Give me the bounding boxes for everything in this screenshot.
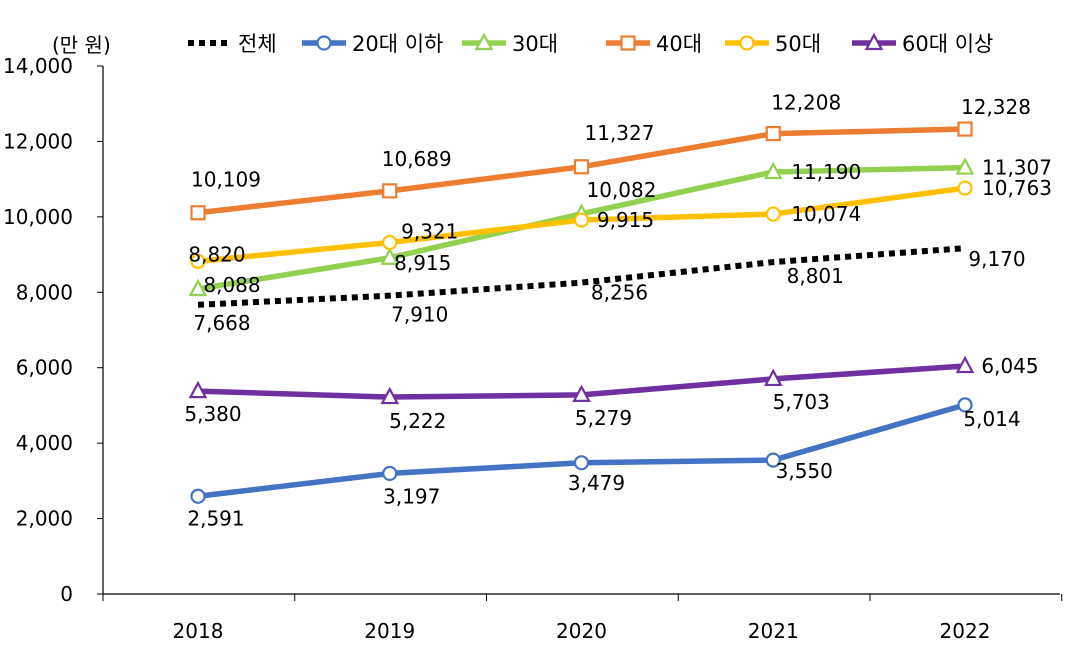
data-label: 8,801	[787, 264, 844, 288]
data-label: 7,668	[193, 311, 250, 335]
data-label: 6,045	[981, 354, 1038, 378]
data-label: 10,074	[791, 202, 861, 226]
data-point	[957, 180, 973, 196]
data-label: 9,321	[401, 219, 458, 243]
data-point	[955, 355, 975, 374]
x-tick-label: 2018	[173, 619, 224, 643]
y-tick-label: 4,000	[16, 431, 73, 455]
data-label: 12,328	[961, 95, 1031, 119]
series-4	[190, 180, 973, 269]
data-point	[380, 247, 400, 265]
series-5	[188, 355, 975, 405]
data-point	[765, 206, 781, 222]
data-point	[188, 380, 208, 399]
y-tick-label: 10,000	[3, 205, 73, 229]
data-label: 10,082	[587, 178, 657, 202]
data-point	[573, 455, 590, 471]
data-label: 8,820	[188, 242, 245, 266]
y-tick-label: 14,000	[3, 54, 73, 78]
data-point	[190, 205, 206, 221]
x-tick-label: 2022	[940, 619, 991, 643]
legend-marker	[474, 32, 494, 51]
y-tick-label: 6,000	[16, 356, 73, 380]
data-point	[765, 125, 781, 142]
data-point	[763, 161, 783, 180]
data-label: 7,910	[391, 303, 448, 327]
data-point	[190, 488, 206, 504]
data-point	[957, 121, 973, 137]
legend-item-0: 전체	[188, 32, 277, 56]
legend-marker	[739, 35, 755, 51]
data-point	[382, 183, 398, 199]
data-label: 11,307	[982, 156, 1052, 180]
series-1	[190, 397, 973, 504]
data-label: 3,550	[776, 459, 833, 483]
data-point	[573, 212, 590, 228]
y-tick-label: 12,000	[3, 129, 73, 153]
data-point	[573, 159, 590, 175]
series-3	[190, 121, 973, 221]
series-0	[197, 245, 966, 308]
data-label: 2,591	[187, 506, 244, 530]
legend-label: 60대 이상	[902, 32, 993, 56]
series-line	[197, 245, 966, 308]
series-line	[197, 164, 966, 292]
data-point	[763, 368, 783, 387]
x-tick-label: 2019	[364, 619, 415, 643]
data-label: 3,479	[568, 471, 625, 495]
unit-label: (만 원)	[52, 33, 111, 57]
data-label: 10,689	[382, 147, 452, 171]
data-point	[955, 157, 975, 175]
data-label: 11,327	[585, 121, 655, 145]
data-label: 3,197	[383, 484, 440, 508]
y-tick-label: 0	[60, 582, 73, 606]
legend-item-3: 40대	[606, 32, 702, 56]
data-point	[572, 384, 591, 403]
data-label: 5,222	[389, 409, 446, 433]
data-label: 12,208	[771, 91, 841, 115]
data-label: 5,703	[773, 390, 830, 414]
legend-item-4: 50대	[725, 32, 821, 56]
data-label: 9,170	[968, 247, 1025, 271]
data-label: 10,109	[191, 168, 261, 192]
data-point	[190, 253, 206, 269]
legend-item-2: 30대	[462, 32, 558, 56]
data-point	[765, 452, 781, 468]
legend-marker	[316, 35, 332, 51]
data-label: 10,763	[982, 176, 1052, 200]
data-point	[382, 465, 398, 482]
data-label: 8,088	[203, 273, 260, 297]
x-tick-label: 2020	[556, 619, 607, 643]
data-label: 5,279	[575, 406, 632, 430]
legend-label: 30대	[512, 32, 558, 56]
y-tick-label: 2,000	[16, 507, 73, 531]
data-point	[188, 278, 208, 297]
legend-label: 40대	[656, 32, 702, 56]
data-point	[957, 397, 973, 413]
data-label: 11,190	[791, 160, 861, 184]
y-tick-label: 8,000	[16, 280, 73, 304]
data-point	[382, 234, 398, 251]
legend-label: 전체	[238, 32, 277, 56]
legend-label: 20대 이하	[352, 32, 443, 56]
data-label: 5,380	[184, 402, 241, 426]
legend-marker	[864, 32, 884, 51]
data-point	[380, 386, 400, 405]
legend-label: 50대	[775, 32, 821, 56]
legend-item-1: 20대 이하	[302, 32, 443, 56]
data-label: 8,256	[591, 281, 648, 305]
data-label: 5,014	[963, 407, 1020, 431]
legend-marker	[620, 35, 636, 51]
x-tick-label: 2021	[748, 619, 799, 643]
data-label: 8,915	[394, 251, 451, 275]
data-label: 9,915	[597, 208, 654, 232]
legend-item-5: 60대 이상	[852, 32, 993, 56]
